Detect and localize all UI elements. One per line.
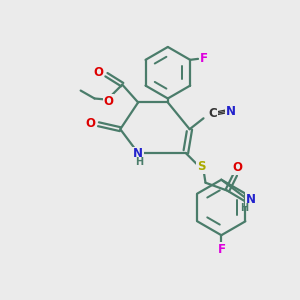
Text: H: H: [240, 203, 248, 214]
Text: O: O: [94, 66, 103, 79]
Text: F: F: [200, 52, 208, 65]
Text: N: N: [226, 105, 236, 118]
Text: O: O: [85, 117, 96, 130]
Text: N: N: [246, 193, 256, 206]
Text: N: N: [133, 148, 143, 160]
Text: O: O: [232, 161, 242, 174]
Text: H: H: [135, 157, 143, 167]
Text: F: F: [218, 243, 226, 256]
Text: C: C: [208, 107, 217, 120]
Text: O: O: [103, 95, 113, 108]
Text: S: S: [197, 160, 206, 173]
